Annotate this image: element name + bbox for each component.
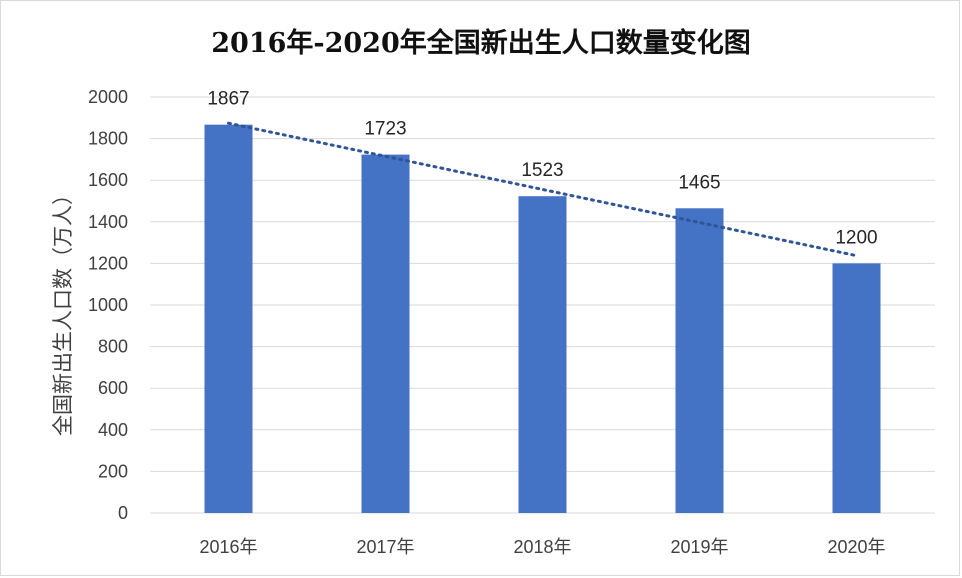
y-tick-label: 1200 bbox=[88, 253, 128, 273]
x-tick-label: 2019年 bbox=[670, 537, 728, 557]
x-tick-label: 2016年 bbox=[199, 537, 257, 557]
data-label: 1867 bbox=[207, 89, 249, 110]
y-tick-label: 200 bbox=[98, 461, 128, 481]
bars bbox=[204, 124, 881, 513]
y-tick-label: 400 bbox=[98, 420, 128, 440]
x-tick-label: 2017年 bbox=[356, 537, 414, 557]
data-label: 1465 bbox=[678, 172, 720, 193]
trendline bbox=[227, 121, 858, 258]
y-axis-label: 全国新出生人口数（万人） bbox=[51, 184, 75, 436]
data-label: 1723 bbox=[364, 119, 406, 140]
y-tick-label: 2000 bbox=[88, 87, 128, 107]
y-tick-label: 600 bbox=[98, 378, 128, 398]
bar bbox=[361, 154, 410, 513]
chart-title: 2016年-2020年全国新出生人口数量变化图 bbox=[211, 27, 751, 59]
y-tick-label: 1000 bbox=[88, 295, 128, 315]
bar bbox=[518, 196, 567, 513]
y-tick-label: 1600 bbox=[88, 170, 128, 190]
x-tick-label: 2018年 bbox=[513, 537, 571, 557]
data-label: 1523 bbox=[521, 160, 563, 181]
y-tick-label: 0 bbox=[118, 503, 128, 523]
trendline-group bbox=[227, 121, 858, 258]
bar bbox=[832, 263, 881, 513]
data-labels: 1867 1723 1523 1465 1200 bbox=[207, 89, 877, 249]
bar bbox=[675, 208, 724, 513]
y-tick-label: 800 bbox=[98, 337, 128, 357]
data-label: 1200 bbox=[835, 227, 877, 248]
y-axis-ticks: 0 200 400 600 800 1000 1200 1400 1600 1800 2000 bbox=[88, 87, 128, 523]
y-tick-label: 1400 bbox=[88, 212, 128, 232]
x-tick-label: 2020年 bbox=[827, 537, 885, 557]
y-tick-label: 1800 bbox=[88, 129, 128, 149]
bar bbox=[204, 124, 253, 513]
gridlines bbox=[150, 96, 935, 514]
x-axis-ticks: 2016年 2017年 2018年 2019年 2020年 bbox=[199, 537, 885, 557]
